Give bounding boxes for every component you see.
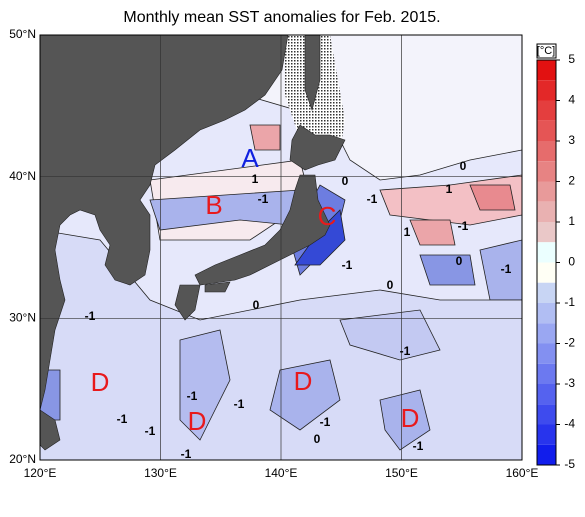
colorbar-segment: [537, 343, 556, 364]
contour-label: 1: [252, 172, 259, 186]
contour-label: -1: [234, 397, 245, 411]
contour-label: 0: [456, 254, 463, 268]
colorbar-segment: [537, 222, 556, 243]
contour-label: 0: [342, 174, 349, 188]
x-tick-label: 120°E: [24, 466, 57, 480]
colorbar-segment: [537, 384, 556, 405]
colorbar-tick-label: 3: [568, 133, 575, 147]
colorbar-segment: [537, 262, 556, 283]
y-tick-label: 20°N: [9, 452, 36, 466]
colorbar-tick-label: 1: [568, 214, 575, 228]
contour-label: -1: [342, 258, 353, 272]
colorbar-segment: [537, 141, 556, 162]
colorbar-segment: [537, 323, 556, 344]
colorbar-tick-label: 2: [568, 174, 575, 188]
colorbar-tick-label: -2: [564, 336, 575, 350]
colorbar-segment: [537, 100, 556, 121]
colorbar-segment: [537, 424, 556, 445]
contour-label: -1: [187, 389, 198, 403]
region-label: D: [294, 366, 313, 396]
contour-label: -1: [400, 344, 411, 358]
contour-label: 0: [314, 432, 321, 446]
contour-label: -1: [413, 439, 424, 453]
region-label: C: [318, 201, 337, 231]
y-tick-label: 30°N: [9, 311, 36, 325]
colorbar-segment: [537, 201, 556, 222]
map-frame: [39, 34, 523, 461]
colorbar-segment: [537, 282, 556, 303]
land: [40, 35, 346, 451]
colorbar-tick-label: -4: [564, 417, 575, 431]
x-tick-label: 150°E: [385, 466, 418, 480]
contour-label: -1: [458, 219, 469, 233]
contour-label: -1: [145, 424, 156, 438]
colorbar-tick-label: -1: [564, 295, 575, 309]
colorbar-segment: [537, 444, 556, 465]
graticule: [40, 35, 522, 460]
contour-label: 0: [253, 298, 260, 312]
contour-label: 0: [387, 278, 394, 292]
region-label: A: [241, 143, 259, 173]
contour-label: -1: [320, 415, 331, 429]
colorbar-segment: [537, 60, 556, 81]
contour-label: 0: [460, 159, 467, 173]
region-label: D: [188, 406, 207, 436]
colorbar-tick-label: 4: [568, 93, 575, 107]
y-tick-label: 40°N: [9, 169, 36, 183]
contour-label: -1: [181, 447, 192, 461]
colorbar-segment: [537, 242, 556, 263]
x-tick-label: 140°E: [265, 466, 298, 480]
x-tick-label: 130°E: [144, 466, 177, 480]
colorbar-segment: [537, 404, 556, 425]
colorbar-label: [°C]: [537, 45, 555, 57]
contour-label: -1: [367, 192, 378, 206]
colorbar-segment: [537, 363, 556, 384]
colorbar-tick-label: 5: [568, 52, 575, 66]
contour-label: -1: [117, 412, 128, 426]
region-label: B: [205, 190, 222, 220]
title: Monthly mean SST anomalies for Feb. 2015…: [123, 9, 440, 26]
x-tick-label: 160°E: [506, 466, 539, 480]
colorbar-segment: [537, 303, 556, 324]
colorbar-segment: [537, 120, 556, 141]
colorbar-tick-label: -3: [564, 376, 575, 390]
region-label: D: [401, 403, 420, 433]
colorbar-tick-label: -5: [564, 457, 575, 471]
colorbar-tick-label: 0: [568, 255, 575, 269]
contour-label: -1: [85, 309, 96, 323]
y-tick-label: 50°N: [9, 27, 36, 41]
contour-label: -1: [501, 262, 512, 276]
colorbar-segment: [537, 161, 556, 182]
region-label: D: [91, 367, 110, 397]
colorbar-unit-box: [536, 43, 557, 59]
colorbar-segment: [537, 80, 556, 101]
colorbar: [°C] 5 4 3 2 1 0 -1 -2 -3 -4 -5: [536, 43, 575, 471]
contour-label: -1: [258, 192, 269, 206]
contour-labels: 1-10-101-110-1 -1-10-10-1-1-1-1-10-1-1: [85, 159, 512, 461]
contour-label: 1: [446, 182, 453, 196]
map-area: A B C D D D D: [40, 35, 522, 460]
contour-label: 1: [404, 225, 411, 239]
colorbar-segment: [537, 181, 556, 202]
